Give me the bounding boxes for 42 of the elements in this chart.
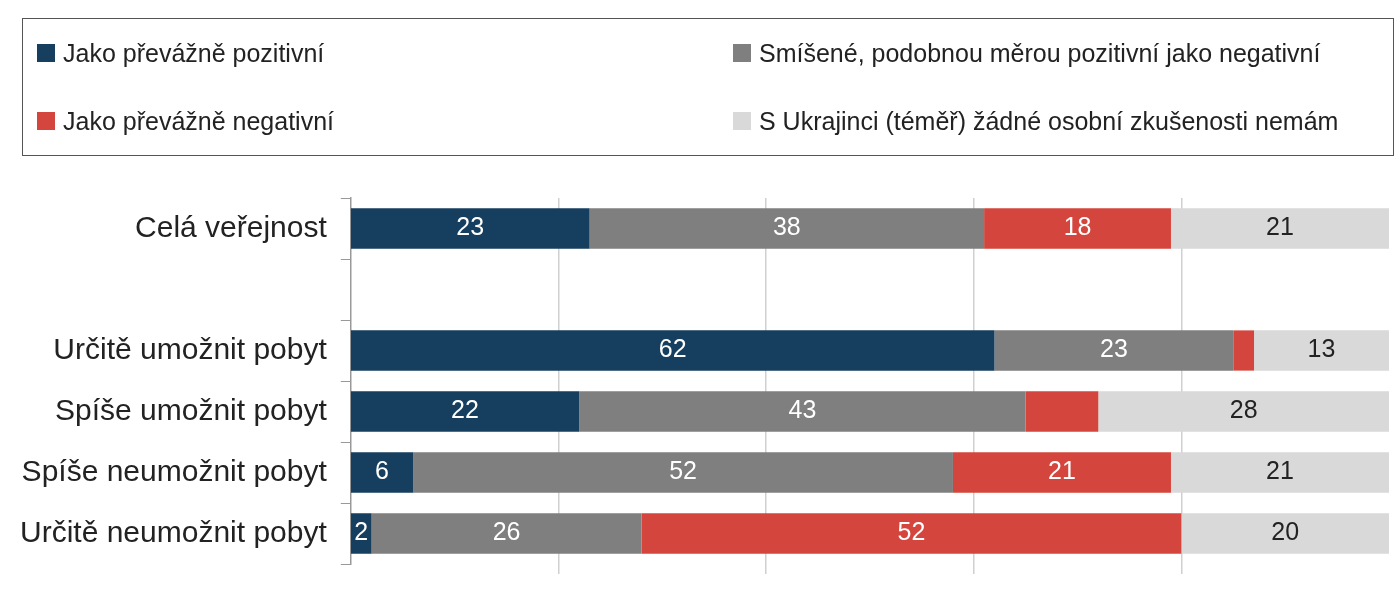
data-label: 18 xyxy=(1063,212,1092,241)
legend-label: Smíšené, podobnou měrou pozitivní jako negativní xyxy=(759,38,1321,68)
data-label: 13 xyxy=(1307,334,1336,363)
legend-label: S Ukrajinci (téměř) žádné osobní zkušenosti nemám xyxy=(759,106,1339,136)
bar xyxy=(579,391,1026,432)
data-label: 23 xyxy=(1099,334,1128,363)
y-tick-label: Určitě neumožnit pobyt xyxy=(20,514,328,548)
data-label: 21 xyxy=(1266,456,1294,485)
data-label: 38 xyxy=(772,212,801,241)
bar xyxy=(1254,330,1389,371)
bar xyxy=(641,513,1182,554)
bar xyxy=(350,391,580,432)
data-label: 52 xyxy=(669,456,697,485)
bar xyxy=(589,208,985,249)
legend-label: Jako převážně pozitivní xyxy=(63,38,325,68)
legend-label: Jako převážně negativní xyxy=(63,106,335,136)
data-label: 23 xyxy=(456,212,485,241)
y-tick-label: Spíše umožnit pobyt xyxy=(54,392,328,426)
data-label: 22 xyxy=(451,395,479,424)
y-tick-label: Spíše neumožnit pobyt xyxy=(21,453,328,487)
data-label: 21 xyxy=(1266,212,1294,241)
y-tick-label: Určitě umožnit pobyt xyxy=(53,331,328,365)
bar xyxy=(1233,330,1255,371)
bar xyxy=(952,452,1171,493)
data-label: 6 xyxy=(375,456,389,485)
data-label: 26 xyxy=(492,517,521,546)
data-label: 52 xyxy=(897,517,926,546)
bar xyxy=(350,452,414,493)
data-label: 20 xyxy=(1271,517,1300,546)
bar xyxy=(350,208,590,249)
bar xyxy=(994,330,1234,371)
data-label: 43 xyxy=(788,395,817,424)
data-label: 28 xyxy=(1229,395,1258,424)
bar xyxy=(1025,391,1099,432)
bar xyxy=(984,208,1171,249)
bar xyxy=(371,513,642,554)
y-tick-label: Celá veřejnost xyxy=(135,209,328,243)
bar xyxy=(413,452,953,493)
data-label: 21 xyxy=(1048,456,1076,485)
data-label: 2 xyxy=(354,517,369,546)
bar xyxy=(350,330,995,371)
data-label: 62 xyxy=(658,334,687,363)
